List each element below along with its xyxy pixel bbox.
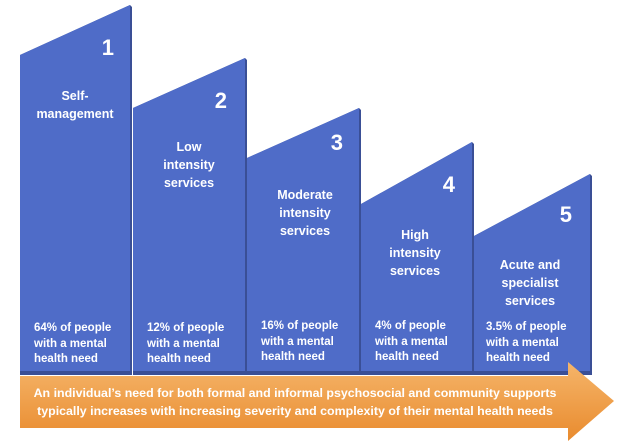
tier-2-number: 2 xyxy=(214,88,227,113)
tier-3-shape xyxy=(247,108,361,375)
tier-3-title: Moderate intensity services xyxy=(277,188,333,238)
tier-5-title: Acute and specialist services xyxy=(499,258,561,308)
tier-1-title: Self- management xyxy=(36,89,114,121)
tier-4-column: 4 High intensity services 4% of people w… xyxy=(361,142,474,375)
tier-1-column: 1 Self- management 64% of people with a … xyxy=(20,5,132,375)
tier-4-number: 4 xyxy=(442,172,455,197)
tier-5-number: 5 xyxy=(559,202,572,227)
tier-4-stat: 4% of people with a mental health need xyxy=(375,320,448,363)
arrow-caption: An individual’s need for both formal and… xyxy=(33,386,557,418)
tier-3-column: 3 Moderate intensity services 16% of peo… xyxy=(247,108,361,375)
tier-2-shape xyxy=(133,58,247,375)
tier-1-number: 1 xyxy=(101,35,114,60)
tier-5-stat: 3.5% of people with a mental health need xyxy=(486,321,567,364)
tier-3-stat: 16% of people with a mental health need xyxy=(261,320,339,363)
tier-2-stat: 12% of people with a mental health need xyxy=(147,322,225,365)
tier-2-column: 2 Low intensity services 12% of people w… xyxy=(133,58,247,375)
tier-4-title: High intensity services xyxy=(389,228,441,278)
tier-2-title: Low intensity services xyxy=(163,140,215,190)
tier-5-shape xyxy=(474,174,592,375)
tier-1-stat: 64% of people with a mental health need xyxy=(34,322,112,365)
tier-4-shape xyxy=(361,142,474,375)
tier-3-number: 3 xyxy=(330,130,343,155)
tier-1-shape xyxy=(20,5,132,375)
tier-5-column: 5 Acute and specialist services 3.5% of … xyxy=(474,174,592,375)
